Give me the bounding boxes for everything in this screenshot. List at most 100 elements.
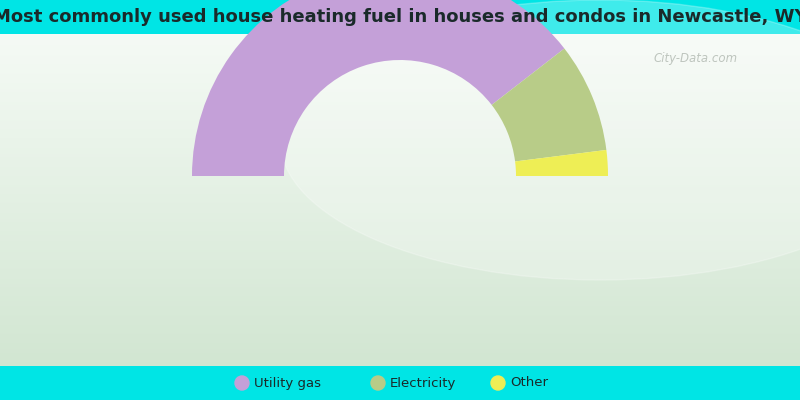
Bar [0,253,800,254]
Bar [0,352,800,354]
Bar [0,166,800,168]
Bar [0,188,800,190]
Bar [0,236,800,238]
Bar [0,353,800,355]
Bar [0,205,800,207]
Bar [0,264,800,265]
Bar [0,80,800,82]
Bar [0,268,800,270]
Bar [0,42,800,44]
Bar [0,311,800,313]
Bar [0,158,800,159]
Bar [0,336,800,337]
Bar [0,255,800,256]
Bar [0,115,800,117]
Bar [0,178,800,180]
Bar [0,342,800,344]
Bar [0,237,800,239]
Bar [0,163,800,164]
Bar [0,224,800,226]
Bar [0,225,800,226]
Bar [0,235,800,236]
Bar [0,248,800,250]
Bar [0,106,800,108]
Bar [0,356,800,357]
Bar [0,259,800,261]
Bar [0,200,800,201]
Bar [0,276,800,278]
Bar [0,118,800,119]
Bar [0,324,800,326]
Bar [0,102,800,104]
Bar [0,121,800,122]
Bar [0,217,800,219]
Bar [0,148,800,150]
Bar [0,190,800,191]
Bar [0,242,800,243]
Bar [0,278,800,280]
Bar [0,82,800,84]
Bar [0,279,800,281]
Bar [0,34,800,35]
Bar [0,72,800,74]
Bar [0,262,800,264]
Bar [0,151,800,152]
Bar [0,272,800,273]
Bar [0,140,800,141]
Bar [0,144,800,146]
Bar [0,289,800,291]
Bar [0,44,800,45]
Bar [0,91,800,93]
Bar [0,49,800,51]
Bar [0,52,800,54]
Bar [0,62,800,64]
Bar [0,56,800,57]
Bar [0,360,800,362]
Bar [0,83,800,85]
Bar [0,347,800,348]
Bar [0,152,800,154]
Bar [0,318,800,320]
Bar [0,154,800,156]
Bar [0,150,800,151]
Bar [0,141,800,142]
Bar [0,307,800,308]
Bar [0,170,800,171]
Bar [0,201,800,202]
Bar [0,106,800,107]
Bar [0,361,800,363]
Bar [0,39,800,41]
Bar [0,171,800,172]
Bar [0,277,800,278]
Bar [0,194,800,196]
Circle shape [235,376,249,390]
Bar [0,320,800,322]
Bar [0,145,800,147]
Bar [0,245,800,246]
Bar [0,332,800,334]
Bar [0,181,800,182]
Bar [0,272,800,274]
Text: City-Data.com: City-Data.com [654,52,738,65]
Bar [0,308,800,310]
Bar [0,292,800,294]
Text: Other: Other [510,376,548,390]
Bar [0,349,800,350]
Bar [0,269,800,271]
Bar [0,146,800,148]
Bar [0,343,800,345]
Bar [0,136,800,138]
Bar [0,212,800,213]
Bar [0,266,800,268]
Bar [0,129,800,130]
Bar [0,165,800,167]
Bar [0,239,800,241]
Bar [0,60,800,62]
Bar [0,296,800,297]
Bar [0,364,800,366]
Bar [0,254,800,255]
Bar [0,306,800,307]
Bar [0,344,800,346]
Bar [0,156,800,158]
Bar [0,295,800,296]
